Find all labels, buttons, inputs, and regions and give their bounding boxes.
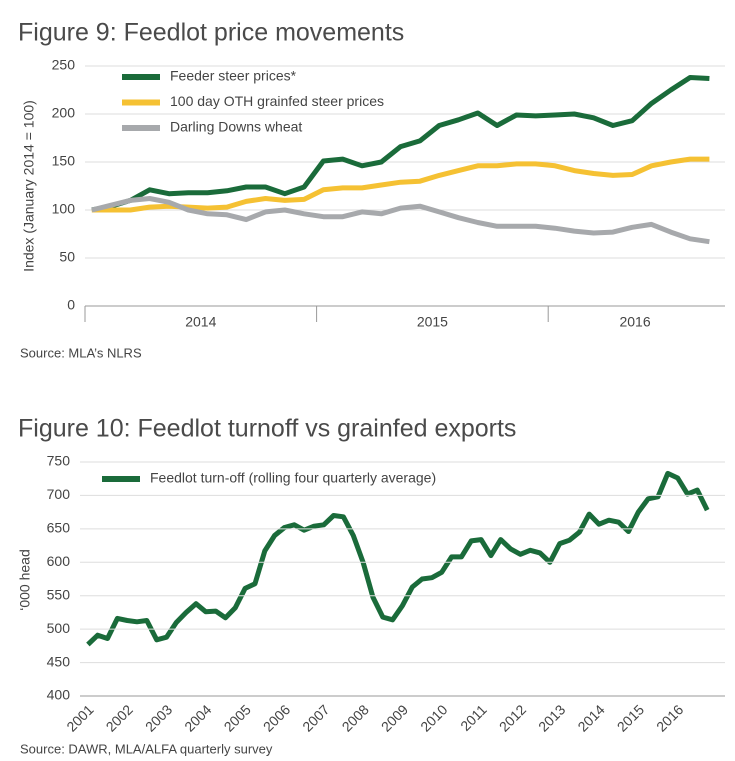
x-tick-label: 2001 [63,701,96,734]
x-tick-label: 2007 [299,701,332,734]
source: Source: MLA’s NLRS [20,345,142,360]
legend-label: Darling Downs wheat [170,119,302,135]
x-tick-label: 2009 [378,701,411,734]
legend-label: Feeder steer prices* [170,68,297,84]
x-group-label: 2015 [417,314,448,330]
chart-title: Figure 10: Feedlot turnoff vs grainfed e… [18,415,516,443]
y-axis-label: Index (January 2014 = 100) [21,100,37,272]
series-line [91,196,710,245]
legend-label: 100 day OTH grainfed steer prices [170,93,384,109]
x-tick-label: 2015 [614,701,647,734]
y-tick-label: 200 [52,105,76,121]
x-tick-label: 2005 [221,701,254,734]
y-tick-label: 700 [47,486,71,502]
x-tick-label: 2004 [181,701,214,734]
y-tick-label: 400 [47,687,71,703]
x-tick-label: 2014 [574,701,607,734]
y-tick-label: 750 [47,453,71,469]
y-tick-label: 100 [52,201,76,217]
x-group-label: 2014 [185,314,216,330]
series-line [91,75,710,213]
y-tick-label: 50 [59,249,75,265]
x-tick-label: 2011 [457,701,490,734]
y-tick-label: 600 [47,553,71,569]
chart-title: Figure 9: Feedlot price movements [18,19,404,47]
x-tick-label: 2013 [535,701,568,734]
y-tick-label: 150 [52,153,76,169]
y-tick-label: 550 [47,586,71,602]
legend-label: Feedlot turn-off (rolling four quarterly… [150,470,436,486]
x-tick-label: 2016 [653,701,686,734]
y-tick-label: 500 [47,620,71,636]
y-tick-label: 450 [47,653,71,669]
y-tick-label: 250 [52,57,76,73]
y-tick-label: 650 [47,520,71,536]
x-tick-label: 2006 [260,701,293,734]
y-axis-label: ‘000 head [17,549,33,611]
x-tick-label: 2003 [142,701,175,734]
x-group-label: 2016 [619,314,650,330]
source: Source: DAWR, MLA/ALFA quarterly survey [20,741,273,756]
series-line [86,470,710,647]
x-tick-label: 2008 [338,701,371,734]
x-tick-label: 2010 [417,701,450,734]
y-tick-label: 0 [67,297,75,313]
x-tick-label: 2012 [496,701,529,734]
x-tick-label: 2002 [103,701,136,734]
series-line [91,156,710,213]
